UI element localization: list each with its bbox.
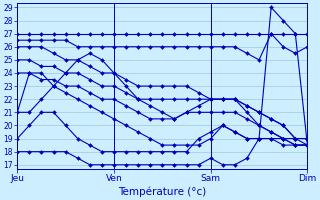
X-axis label: Température (°c): Température (°c) <box>118 186 206 197</box>
